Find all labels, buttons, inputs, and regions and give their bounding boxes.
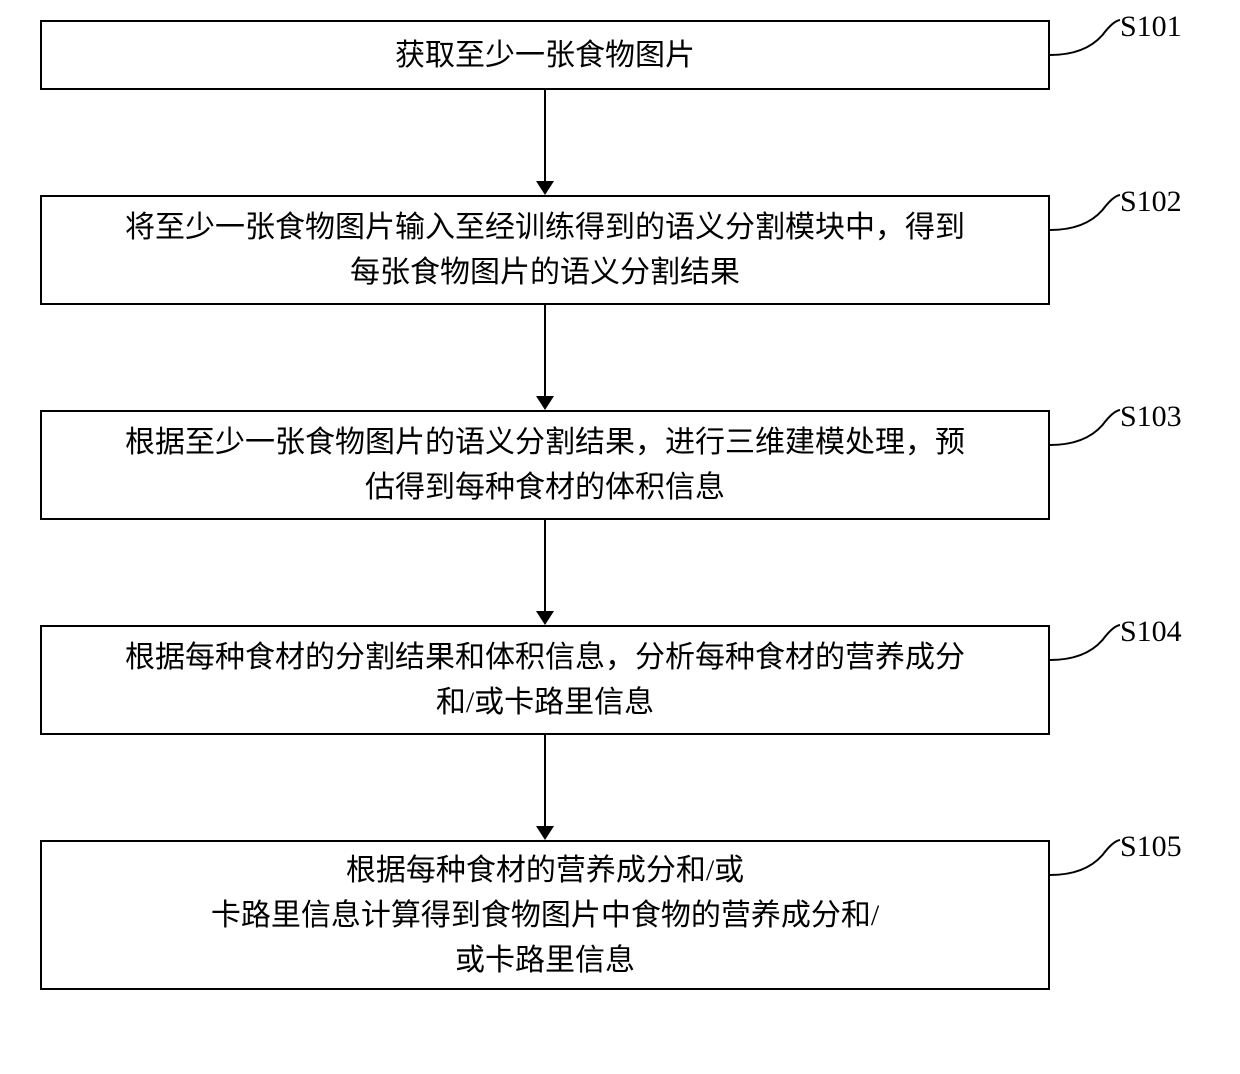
arrow-s101-s102 [534, 90, 556, 195]
step-box-s105: 根据每种食材的营养成分和/或 卡路里信息计算得到食物图片中食物的营养成分和/ 或… [40, 840, 1050, 990]
leader-curve-s104 [1050, 620, 1125, 665]
leader-curve-s103 [1050, 405, 1125, 450]
step-text-s105: 根据每种食材的营养成分和/或 卡路里信息计算得到食物图片中食物的营养成分和/ 或… [211, 848, 879, 983]
leader-curve-s101 [1050, 15, 1125, 60]
diagram-canvas: 获取至少一张食物图片 S101 将至少一张食物图片输入至经训练得到的语义分割模块中，… [0, 0, 1240, 1074]
arrow-s102-s103 [534, 305, 556, 410]
arrow-s104-s105 [534, 735, 556, 840]
step-box-s102: 将至少一张食物图片输入至经训练得到的语义分割模块中，得到 每张食物图片的语义分割… [40, 195, 1050, 305]
step-box-s103: 根据至少一张食物图片的语义分割结果，进行三维建模处理，预 估得到每种食材的体积信… [40, 410, 1050, 520]
step-label-s105: S105 [1120, 830, 1182, 864]
step-box-s104: 根据每种食材的分割结果和体积信息，分析每种食材的营养成分 和/或卡路里信息 [40, 625, 1050, 735]
leader-curve-s105 [1050, 835, 1125, 880]
step-text-s103: 根据至少一张食物图片的语义分割结果，进行三维建模处理，预 估得到每种食材的体积信… [125, 420, 965, 510]
step-label-s102: S102 [1120, 185, 1182, 219]
step-label-s103: S103 [1120, 400, 1182, 434]
step-label-s101: S101 [1120, 10, 1182, 44]
step-label-s104: S104 [1120, 615, 1182, 649]
step-text-s104: 根据每种食材的分割结果和体积信息，分析每种食材的营养成分 和/或卡路里信息 [125, 635, 965, 725]
leader-curve-s102 [1050, 190, 1125, 235]
step-text-s102: 将至少一张食物图片输入至经训练得到的语义分割模块中，得到 每张食物图片的语义分割… [125, 205, 965, 295]
arrow-s103-s104 [534, 520, 556, 625]
step-text-s101: 获取至少一张食物图片 [395, 33, 695, 78]
step-box-s101: 获取至少一张食物图片 [40, 20, 1050, 90]
